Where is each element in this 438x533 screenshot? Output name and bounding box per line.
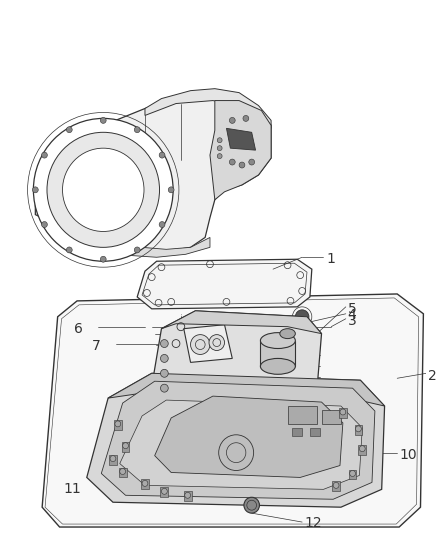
Circle shape	[160, 369, 168, 377]
Circle shape	[217, 146, 222, 151]
Text: 2: 2	[428, 369, 437, 383]
Polygon shape	[339, 408, 347, 418]
Polygon shape	[332, 481, 340, 491]
Circle shape	[159, 152, 165, 158]
Circle shape	[120, 469, 126, 474]
Circle shape	[100, 256, 106, 262]
Circle shape	[32, 187, 38, 193]
Circle shape	[134, 247, 140, 253]
Text: 1: 1	[326, 252, 335, 266]
Circle shape	[244, 497, 259, 513]
Polygon shape	[152, 311, 321, 408]
Bar	[288, 406, 317, 424]
Circle shape	[230, 117, 235, 123]
Circle shape	[42, 152, 47, 158]
Polygon shape	[160, 487, 168, 497]
Circle shape	[191, 335, 210, 354]
Circle shape	[33, 118, 173, 261]
Bar	[293, 428, 302, 436]
Circle shape	[243, 116, 249, 122]
Circle shape	[162, 488, 167, 494]
Polygon shape	[145, 88, 271, 128]
Circle shape	[47, 132, 159, 247]
Circle shape	[230, 159, 235, 165]
Polygon shape	[141, 479, 149, 489]
Text: 9: 9	[150, 413, 159, 427]
Polygon shape	[354, 425, 362, 435]
Circle shape	[168, 187, 174, 193]
Text: 4: 4	[348, 308, 357, 322]
Text: 10: 10	[399, 448, 417, 462]
Circle shape	[134, 127, 140, 133]
Polygon shape	[114, 420, 122, 430]
Circle shape	[217, 138, 222, 143]
Polygon shape	[184, 491, 191, 501]
Polygon shape	[109, 455, 117, 465]
Circle shape	[185, 492, 191, 498]
Circle shape	[142, 480, 148, 487]
Polygon shape	[226, 128, 255, 150]
Polygon shape	[162, 311, 321, 334]
Circle shape	[217, 154, 222, 159]
Polygon shape	[42, 294, 424, 527]
Circle shape	[159, 222, 165, 228]
Ellipse shape	[261, 358, 295, 374]
Circle shape	[350, 471, 356, 477]
Circle shape	[340, 409, 346, 415]
Ellipse shape	[280, 329, 295, 338]
Polygon shape	[122, 442, 130, 451]
Circle shape	[67, 127, 72, 133]
Text: 3: 3	[348, 314, 357, 328]
Polygon shape	[108, 373, 385, 406]
Polygon shape	[35, 95, 271, 252]
Polygon shape	[101, 381, 375, 499]
Circle shape	[209, 335, 225, 351]
Circle shape	[123, 443, 128, 449]
Circle shape	[239, 162, 245, 168]
Circle shape	[359, 446, 365, 451]
Circle shape	[160, 354, 168, 362]
Circle shape	[110, 456, 116, 462]
Circle shape	[115, 421, 121, 427]
Polygon shape	[45, 220, 210, 257]
Bar	[310, 428, 320, 436]
Polygon shape	[261, 341, 295, 366]
Polygon shape	[87, 373, 385, 507]
Text: 8: 8	[150, 399, 159, 413]
Text: 7: 7	[92, 338, 100, 352]
Text: 5: 5	[348, 302, 357, 316]
Circle shape	[67, 247, 72, 253]
Polygon shape	[184, 325, 232, 362]
Polygon shape	[358, 445, 366, 455]
Text: 12: 12	[304, 516, 321, 530]
Text: 11: 11	[63, 482, 81, 496]
Polygon shape	[155, 396, 343, 478]
Circle shape	[160, 384, 168, 392]
Polygon shape	[210, 101, 271, 200]
Polygon shape	[120, 400, 362, 489]
Polygon shape	[119, 467, 127, 478]
Circle shape	[249, 159, 254, 165]
Circle shape	[42, 222, 47, 228]
Polygon shape	[349, 470, 357, 479]
Circle shape	[356, 426, 361, 432]
Polygon shape	[137, 259, 312, 309]
Text: 6: 6	[74, 322, 83, 336]
Circle shape	[295, 310, 309, 324]
Circle shape	[100, 117, 106, 123]
Circle shape	[63, 148, 144, 231]
Bar	[321, 410, 341, 424]
Ellipse shape	[261, 333, 295, 349]
Circle shape	[333, 482, 339, 488]
Circle shape	[160, 340, 168, 348]
